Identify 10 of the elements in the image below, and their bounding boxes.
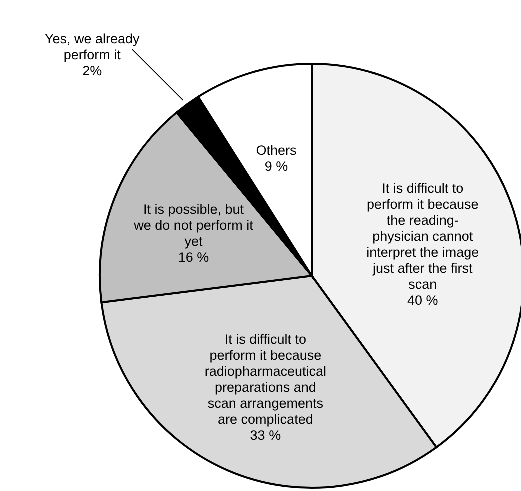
data-label: 33 %: [250, 428, 282, 444]
data-label: 40 %: [408, 292, 438, 308]
data-label: 16 %: [178, 250, 210, 266]
data-label: 9 %: [264, 158, 288, 174]
slice-label: It is difficult to perform it because radiopharmaceutical preparations and scan arrangements are complicated: [204, 332, 326, 428]
slice-label: Others: [256, 142, 298, 158]
slice-label: It is possible, but we do not perform it yet: [133, 202, 254, 250]
slice-label: It is difficult to perform it because the reading-physician cannot interpret the image just after the first scan: [366, 180, 480, 292]
slice-label: Yes, we already perform it: [44, 31, 140, 62]
data-label: 2%: [82, 63, 102, 78]
